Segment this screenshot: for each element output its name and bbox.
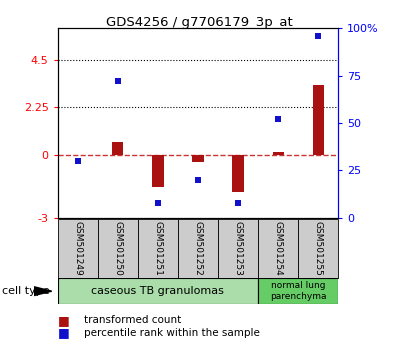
Text: GSM501252: GSM501252 xyxy=(193,221,203,276)
Text: GDS4256 / g7706179_3p_at: GDS4256 / g7706179_3p_at xyxy=(105,16,293,29)
Bar xyxy=(138,219,178,278)
Polygon shape xyxy=(34,287,52,296)
Bar xyxy=(273,153,284,155)
Text: GSM501253: GSM501253 xyxy=(234,221,243,276)
Text: normal lung
parenchyma: normal lung parenchyma xyxy=(270,281,326,301)
Bar xyxy=(152,155,164,187)
Text: GSM501254: GSM501254 xyxy=(274,221,283,276)
Text: GSM501249: GSM501249 xyxy=(73,221,82,276)
Bar xyxy=(218,219,258,278)
Bar xyxy=(258,219,298,278)
Bar xyxy=(178,219,218,278)
Bar xyxy=(258,278,338,304)
Text: cell type: cell type xyxy=(2,286,50,296)
Text: percentile rank within the sample: percentile rank within the sample xyxy=(84,328,259,338)
Text: GSM501250: GSM501250 xyxy=(113,221,122,276)
Bar xyxy=(192,155,204,162)
Text: transformed count: transformed count xyxy=(84,315,181,325)
Bar xyxy=(58,219,98,278)
Text: GSM501255: GSM501255 xyxy=(314,221,323,276)
Bar xyxy=(112,142,123,155)
Bar xyxy=(98,219,138,278)
Text: GSM501251: GSM501251 xyxy=(153,221,162,276)
Text: ■: ■ xyxy=(58,326,70,339)
Bar xyxy=(58,278,258,304)
Bar xyxy=(298,219,338,278)
Text: caseous TB granulomas: caseous TB granulomas xyxy=(92,286,224,296)
Bar xyxy=(232,155,244,193)
Bar xyxy=(313,85,324,155)
Text: ■: ■ xyxy=(58,314,70,327)
